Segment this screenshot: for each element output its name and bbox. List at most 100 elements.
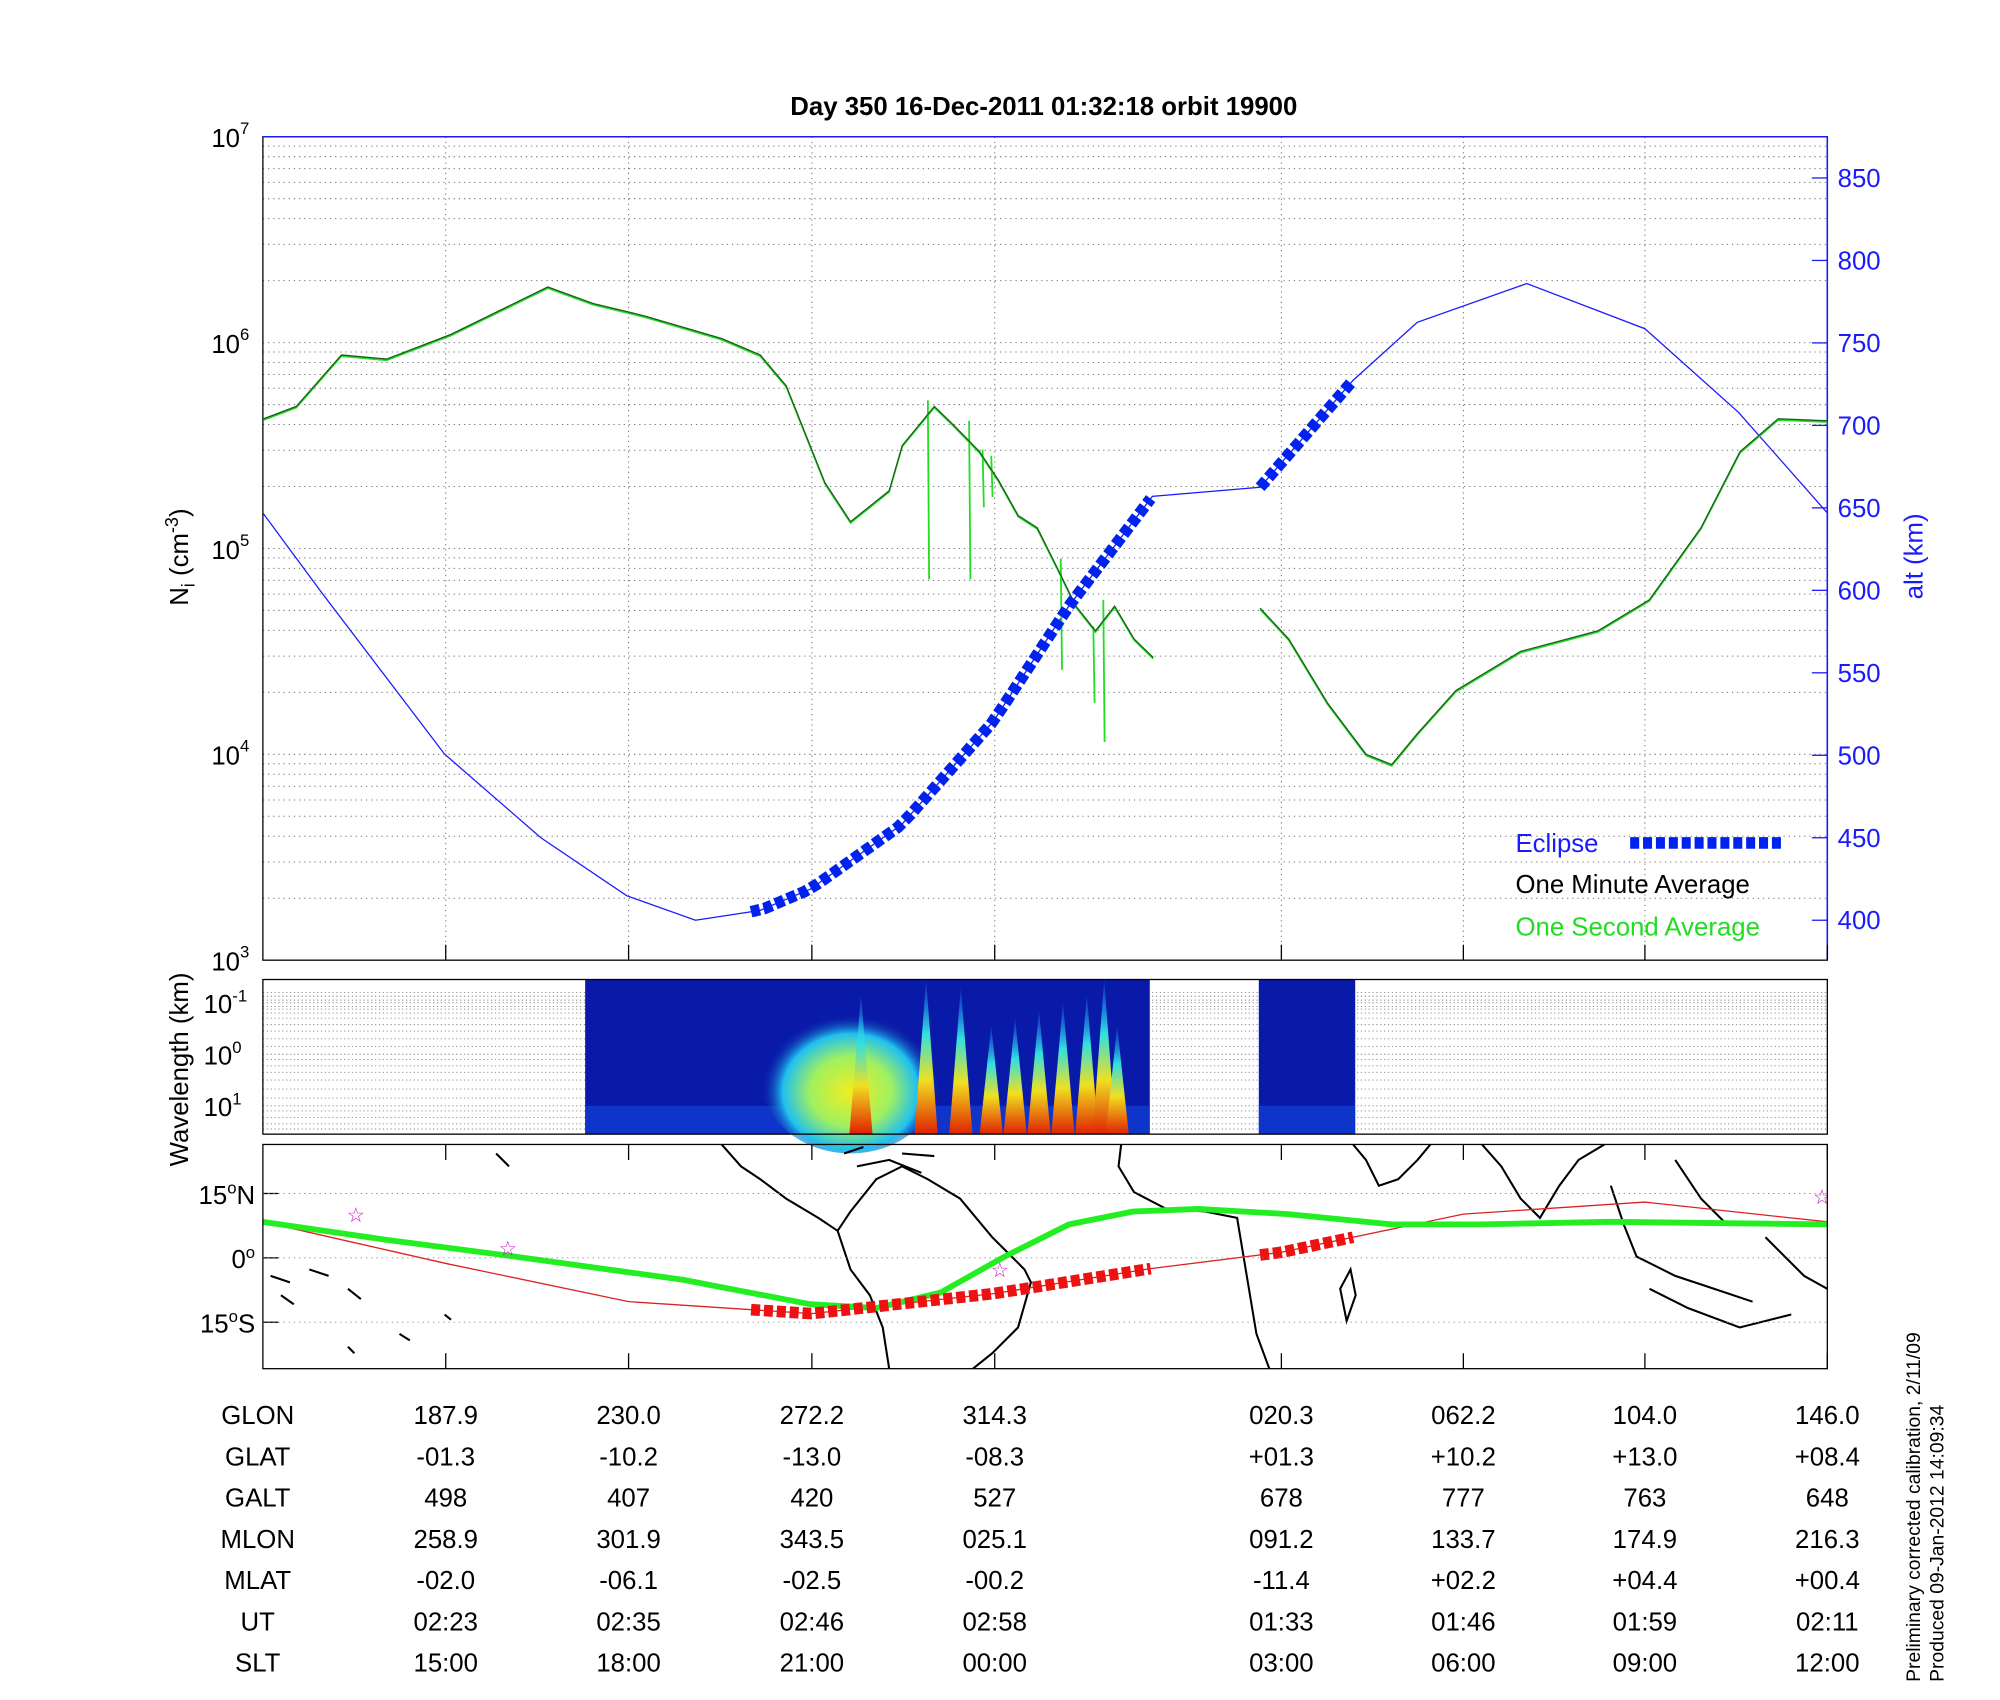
central-america-coast [720, 1144, 839, 1232]
one-minute-line [1259, 418, 1828, 766]
spec-tick-label: 10-1 [204, 986, 248, 1019]
africa-coast [1117, 1144, 1432, 1369]
eclipse-layer [749, 376, 1358, 918]
table-cell: 527 [973, 1485, 1016, 1513]
tick-exponent: 7 [240, 119, 249, 138]
table-cell: +04.4 [1612, 1567, 1677, 1595]
south-america-coast [836, 1165, 1033, 1369]
table-cell: 230.0 [596, 1402, 660, 1430]
map-tracks: ☆ ☆ ☆ ☆ [262, 1186, 1831, 1320]
table-row-label: UT [241, 1608, 276, 1636]
table-cell: 00:00 [962, 1650, 1026, 1678]
hemisphere: N [237, 1182, 256, 1210]
pacific-islands [270, 1152, 510, 1354]
one-second-spike [1092, 626, 1096, 703]
table-cell: +00.4 [1795, 1567, 1860, 1595]
table-cell: -11.4 [1253, 1567, 1310, 1595]
table-cell: 02:35 [596, 1608, 660, 1636]
table-cell: 18:00 [596, 1650, 660, 1678]
tick-exponent: 5 [240, 531, 249, 550]
lat-deg: 0 [231, 1246, 245, 1274]
left-tick-label: 103 [211, 943, 249, 977]
one-second-spike [990, 455, 994, 498]
lat-deg: 15 [200, 1311, 229, 1339]
table-cell: -10.2 [599, 1443, 658, 1471]
degree-symbol: o [246, 1243, 255, 1262]
spec-tick-label: 101 [204, 1090, 242, 1123]
table-cell: +10.2 [1431, 1443, 1496, 1471]
magnetic-equator [262, 1206, 1828, 1311]
caribbean-islands [843, 1146, 935, 1174]
eclipse-segment [749, 495, 1156, 918]
table-cell: +08.4 [1795, 1443, 1860, 1471]
table-cell: 343.5 [780, 1526, 844, 1554]
table-cell: 146.0 [1795, 1402, 1859, 1430]
spectrogram-burst [1027, 1010, 1051, 1135]
left-axis-label: Ni (cm-3) [162, 508, 199, 605]
table-cell: 498 [424, 1485, 467, 1513]
table-row-label: MLON [221, 1526, 295, 1554]
spectrogram-y-label: Wavelength (km) [166, 973, 194, 1167]
table-cell: -08.3 [965, 1443, 1024, 1471]
table-cell: 648 [1806, 1485, 1849, 1513]
orbit-parameter-table: GLON 187.9 230.0 272.2 314.3 020.3 062.2 104.0 1… [221, 1402, 1860, 1677]
one-second-spike [926, 400, 931, 580]
tick-base: 10 [211, 331, 240, 359]
spectrogram-burst [1075, 994, 1099, 1135]
latitude-label: 0o [231, 1243, 255, 1274]
spec-tick-label: 100 [204, 1038, 242, 1071]
one-second-line [263, 287, 1154, 660]
spectrogram-burst [949, 987, 973, 1135]
one-second-spike [968, 420, 972, 580]
eclipse-track-segment [750, 1262, 1152, 1320]
right-tick-label: 450 [1838, 825, 1881, 853]
table-cell: 678 [1260, 1485, 1303, 1513]
table-cell: +01.3 [1249, 1443, 1314, 1471]
spectrogram-frame [262, 978, 1828, 1135]
asia-coast [1481, 1144, 1828, 1329]
spectrogram-low-band [1258, 1105, 1356, 1135]
satellite-track [262, 1201, 1828, 1315]
table-cell: 091.2 [1249, 1526, 1313, 1554]
table-cell: -00.2 [965, 1567, 1024, 1595]
footer-calibration-note: Preliminary corrected calibration, 2/11/… [1904, 1332, 1925, 1682]
legend-one-minute-label: One Minute Average [1515, 871, 1749, 899]
table-row-label: GLON [221, 1402, 294, 1430]
table-cell: -02.5 [783, 1567, 842, 1595]
tick-exponent: 3 [240, 943, 249, 962]
spectrogram-burst [1003, 1018, 1027, 1135]
right-tick-label: 400 [1838, 907, 1881, 935]
table-cell: 420 [790, 1485, 833, 1513]
one-second-spike [981, 449, 985, 508]
table-cell: 02:46 [780, 1608, 844, 1636]
table-cell: 133.7 [1431, 1526, 1495, 1554]
spectrogram-burst [914, 979, 938, 1135]
eclipse-segment [1255, 376, 1358, 492]
magnetic-star-icon: ☆ [347, 1204, 365, 1227]
table-cell: 301.9 [596, 1526, 660, 1554]
spectrogram-broadband-region [760, 998, 941, 1154]
altitude-layer [262, 282, 1828, 921]
spectrogram-image [585, 979, 1356, 1154]
one-second-layer [263, 287, 1828, 767]
table-cell: 12:00 [1795, 1650, 1859, 1678]
spectrogram-y-ticks: 10-1 100 101 [204, 986, 248, 1122]
table-cell: 216.3 [1795, 1526, 1859, 1554]
spectrogram-panel: 10-1 100 101 Wavelength (km) [166, 973, 1828, 1167]
legend: Eclipse One Minute Average One Second Av… [1515, 830, 1781, 942]
table-cell: -06.1 [599, 1567, 658, 1595]
tick-base: 10 [211, 537, 240, 565]
table-cell: 01:33 [1249, 1608, 1313, 1636]
hemisphere: S [238, 1311, 255, 1339]
spectrogram-burst [849, 994, 873, 1135]
table-row-label: GLAT [225, 1443, 291, 1471]
right-tick-label: 850 [1838, 165, 1881, 193]
magnetic-star-icon: ☆ [1813, 1186, 1831, 1209]
left-tick-label: 107 [211, 119, 249, 153]
left-tick-label: 106 [211, 325, 249, 359]
footer-produced-note: Produced 09-Jan-2012 14:09:34 [1927, 1405, 1948, 1682]
latitude-label: 15oN [199, 1178, 256, 1209]
